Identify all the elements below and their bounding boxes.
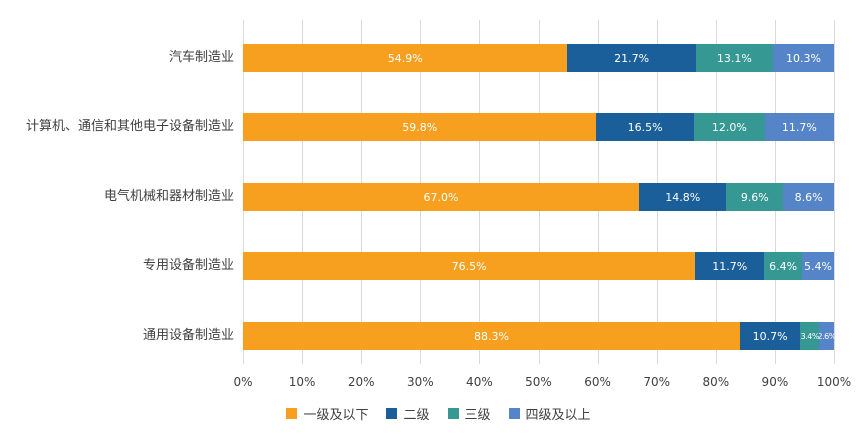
bar-segment: 21.7%: [567, 44, 696, 72]
legend-label: 三级: [464, 408, 491, 423]
legend-swatch-icon: [386, 408, 398, 419]
bar-segment: 6.4%: [764, 252, 803, 280]
x-tick-label: 70%: [643, 375, 671, 389]
bar-segment: 8.6%: [783, 183, 834, 211]
bar-segment: 2.6%: [819, 322, 834, 350]
bar-segment: 3.4%: [800, 322, 820, 350]
legend-item: 三级: [447, 404, 491, 423]
gridline: [834, 20, 835, 364]
legend-swatch-icon: [447, 408, 459, 419]
legend-swatch-icon: [286, 408, 298, 419]
bar-segment: 59.8%: [243, 113, 597, 141]
x-tick-label: 20%: [347, 375, 375, 389]
x-tick-label: 90%: [761, 375, 789, 389]
bar-segment: 14.8%: [638, 183, 727, 211]
legend-item: 四级及以上: [508, 404, 591, 423]
category-label: 通用设备制造业: [142, 328, 234, 343]
stacked-bar: 88.3%10.7%3.4%2.6%: [243, 322, 834, 350]
bar-segment: 76.5%: [243, 252, 696, 280]
bar-segment: 10.3%: [773, 44, 834, 72]
x-tick-label: 10%: [288, 375, 316, 389]
stacked-bar: 67.0% 14.8% 9.6% 8.6%: [243, 183, 834, 211]
bar-segment: 5.4%: [802, 252, 834, 280]
legend-label: 二级: [403, 408, 430, 423]
legend-item: 一级及以下: [286, 404, 368, 423]
x-tick-label: 0%: [233, 375, 253, 389]
category-label: 计算机、通信和其他电子设备制造业: [25, 119, 234, 134]
bar-segment: 54.9%: [243, 44, 568, 72]
bar-segment: 10.7%: [740, 322, 801, 350]
bar-segment: 9.6%: [726, 183, 784, 211]
bar-segment: 11.7%: [695, 252, 765, 280]
category-label: 汽车制造业: [168, 50, 234, 65]
x-tick-label: 80%: [702, 375, 730, 389]
legend-swatch-icon: [508, 408, 520, 419]
legend: 一级及以下 二级 三级 四级及以上: [0, 404, 857, 423]
bar-segment: 11.7%: [764, 113, 834, 141]
legend-label: 四级及以上: [525, 408, 591, 423]
x-tick-label: 30%: [406, 375, 434, 389]
x-tick-label: 50%: [525, 375, 552, 389]
category-label: 电气机械和器材制造业: [103, 189, 234, 204]
bar-segment: 67.0%: [243, 183, 639, 211]
stacked-bar: 59.8% 16.5% 12.0% 11.7%: [243, 113, 834, 141]
x-tick-label: 40%: [466, 375, 493, 389]
bar-segment: 13.1%: [695, 44, 774, 72]
category-label: 专用设备制造业: [142, 258, 234, 273]
legend-item: 二级: [386, 404, 430, 423]
bar-segment: 88.3%: [243, 322, 741, 350]
x-tick-label: 60%: [584, 375, 611, 389]
bar-segment: 12.0%: [693, 113, 765, 141]
stacked-bar: 54.9% 21.7% 13.1% 10.3%: [243, 44, 834, 72]
x-tick-label: 100%: [816, 375, 852, 389]
bar-segment: 16.5%: [596, 113, 694, 141]
stacked-bar: 76.5% 11.7% 6.4% 5.4%: [243, 252, 834, 280]
legend-label: 一级及以下: [303, 408, 369, 423]
